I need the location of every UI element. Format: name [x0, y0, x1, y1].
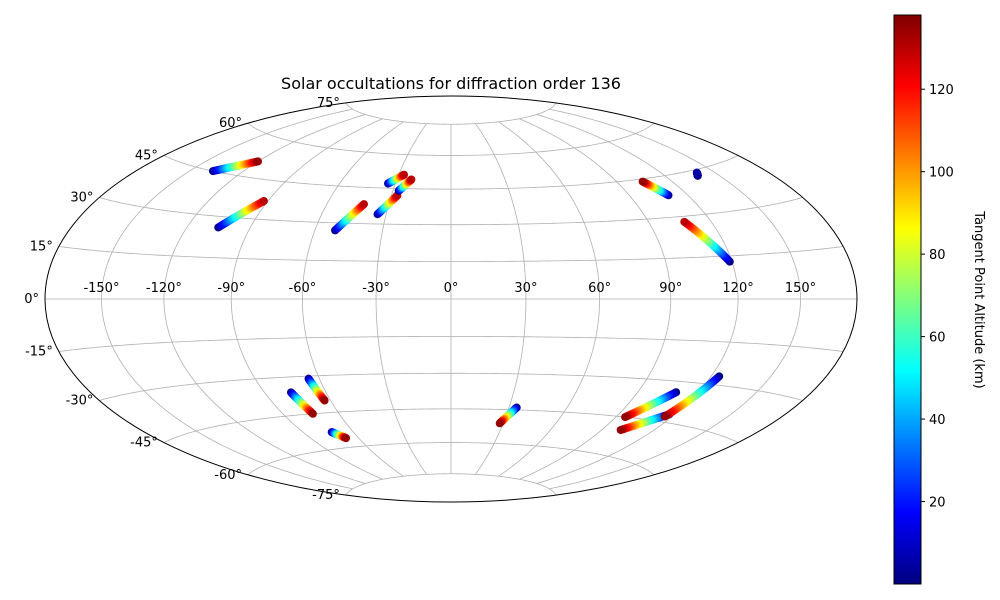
longitude-tick-label: -90° [217, 281, 245, 296]
longitude-gridline [230, 118, 383, 480]
colorbar-label: Tangent Point Altitude (km) [971, 210, 986, 388]
latitude-tick-label: -75° [312, 488, 340, 503]
colorbar: 20 40 60 80 100 120 Tangent Point Altitude (k… [893, 14, 986, 585]
map-outline [44, 95, 858, 503]
longitude-tick-label: 150° [785, 281, 816, 296]
colorbar-tick-label: 20 [929, 496, 946, 511]
occultation-point [495, 419, 504, 428]
occultation-point [254, 157, 263, 166]
latitude-tick-label: -45° [130, 436, 158, 451]
longitude-gridline [498, 121, 601, 477]
colorbar-tick-label: 80 [929, 248, 946, 263]
longitude-tick-label: -120° [146, 281, 182, 296]
occultation-point [359, 200, 368, 209]
occultation-point [660, 412, 669, 421]
occultation-point [320, 396, 329, 405]
longitude-tick-label: -150° [83, 281, 119, 296]
latitude-tick-label: -30° [66, 394, 94, 409]
longitude-gridline [536, 114, 739, 484]
longitude-gridline [519, 118, 672, 480]
occultation-point [616, 426, 625, 435]
colorbar-ticks: 20 40 60 80 100 120 [921, 83, 954, 511]
longitude-tick-labels: -150° -120° -90° -60° -30° 0° 30° 60° 90° 120° 150… [83, 281, 816, 296]
longitude-gridline [549, 108, 801, 490]
longitude-tick-label: -60° [289, 281, 317, 296]
longitude-tick-label: 30° [514, 281, 537, 296]
colorbar-tick-label: 40 [929, 413, 946, 428]
latitude-tick-labels: -75° -60° -45° -30° -15° 0° 15° 30° 45° 60° 75° [24, 96, 340, 503]
colorbar-gradient [893, 14, 922, 585]
occultation-point [342, 434, 351, 443]
latitude-tick-label: 75° [317, 96, 340, 111]
latitude-tick-label: 60° [219, 116, 242, 131]
occultation-point [680, 217, 689, 226]
colorbar-tick-label: 60 [929, 331, 946, 346]
chart-title: Solar occultations for diffraction order… [281, 74, 621, 93]
latitude-tick-label: -60° [214, 468, 242, 483]
latitude-tick-label: 15° [30, 239, 53, 254]
latitude-tick-label: -15° [25, 345, 53, 360]
latitude-tick-label: 30° [70, 191, 93, 206]
data-points [208, 157, 734, 443]
longitude-tick-label: 90° [659, 281, 682, 296]
longitude-tick-label: 120° [722, 281, 753, 296]
colorbar-tick-label: 100 [929, 166, 954, 181]
occultation-point [259, 197, 268, 206]
graticule [45, 102, 857, 496]
latitude-tick-label: 0° [24, 292, 39, 307]
occultation-point [621, 413, 630, 422]
colorbar-tick-label: 120 [929, 83, 954, 98]
longitude-tick-label: -30° [362, 281, 390, 296]
occultation-point [638, 177, 647, 186]
occultation-point [400, 170, 409, 179]
longitude-tick-label: 60° [588, 281, 611, 296]
occultation-point [407, 175, 416, 184]
longitude-gridline [301, 121, 404, 477]
longitude-gridline [101, 108, 353, 490]
longitude-tick-label: 0° [444, 281, 459, 296]
occultation-point [692, 168, 701, 177]
latitude-tick-label: 45° [135, 148, 158, 163]
occultation-point [308, 409, 317, 418]
